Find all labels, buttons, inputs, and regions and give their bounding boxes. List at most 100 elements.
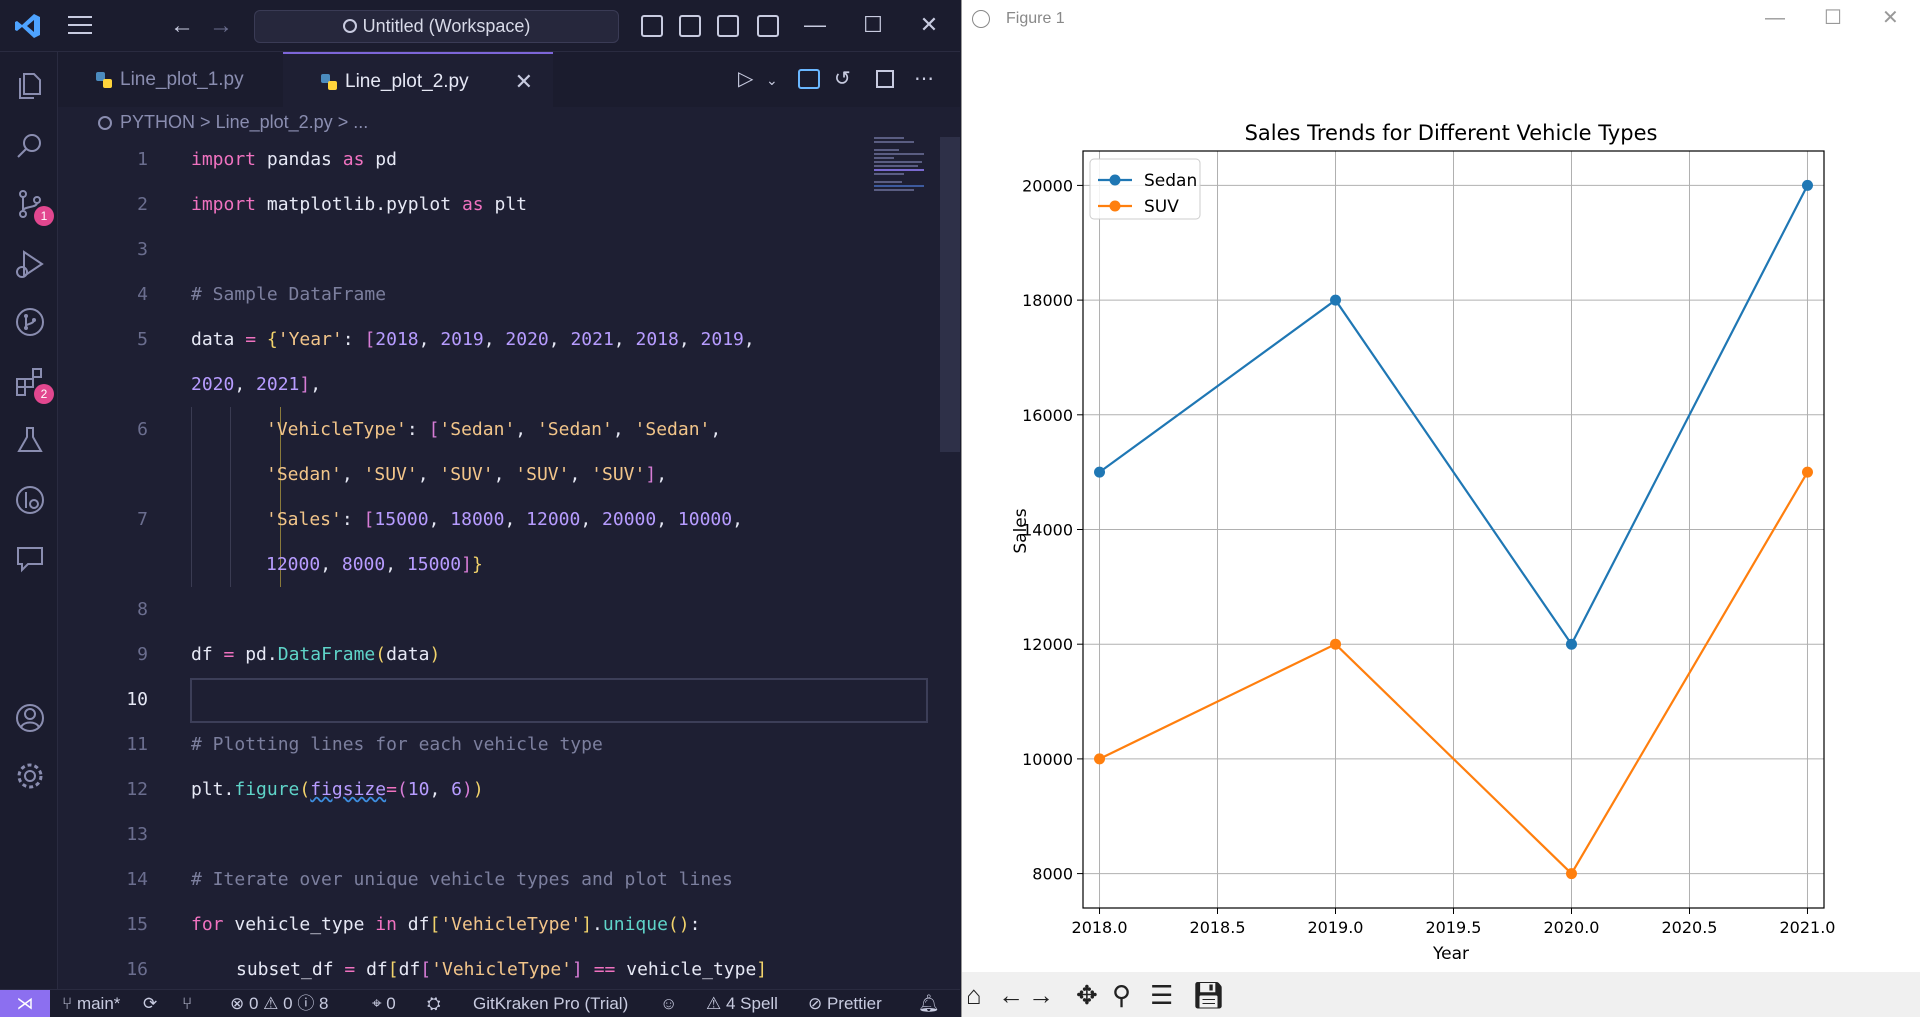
close-window-icon[interactable]: ✕ (919, 12, 939, 37)
code-line: 'Sedan', 'SUV', 'SUV', 'SUV', 'SUV'], (266, 464, 668, 485)
run-file-icon[interactable]: ▷ (738, 68, 754, 90)
toggle-panel-icon[interactable] (679, 15, 701, 37)
testing-flask-icon[interactable] (14, 424, 46, 456)
spell-status[interactable]: ⚠ 4 Spell (706, 994, 778, 1013)
run-dropdown-chevron-icon[interactable]: ⌄ (766, 72, 778, 88)
indent-guide (230, 407, 231, 587)
line-number: 4 (137, 284, 148, 305)
python-file-icon (96, 72, 112, 88)
back-icon[interactable]: ← (998, 980, 1024, 1010)
prettier-status[interactable]: ⊘ Prettier (808, 994, 882, 1013)
copilot-icon[interactable]: ☺ (660, 994, 678, 1013)
y-tick-label: 14000 (1022, 521, 1073, 540)
save-icon[interactable]: 💾︎ (1192, 980, 1226, 1010)
git-graph-status-icon[interactable]: ⑂ (182, 994, 193, 1013)
search-icon[interactable] (14, 130, 46, 162)
data-point-sedan (1094, 466, 1106, 478)
source-control-badge: 1 (34, 206, 54, 226)
search-icon (342, 19, 357, 33)
account-icon[interactable] (14, 702, 46, 734)
command-center-search[interactable]: Untitled (Workspace) (254, 10, 619, 43)
branch-status[interactable]: ⑂ main* (62, 994, 121, 1013)
git-graph-icon[interactable] (14, 306, 46, 338)
explorer-icon[interactable] (14, 70, 46, 102)
code-line: 6 'VehicleType': ['Sedan', 'Sedan', 'Seda… (58, 407, 938, 452)
breadcrumb-file[interactable]: Line_plot_2.py (215, 112, 333, 132)
zoom-icon[interactable]: ⚲ (1112, 980, 1132, 1010)
close-tab-icon[interactable]: ✕ (514, 69, 533, 94)
code-editor[interactable]: 1 import pandas as pd 2 import matplotlib.… (58, 137, 938, 989)
chat-icon[interactable] (14, 542, 46, 574)
y-tick-label: 16000 (1022, 406, 1073, 425)
code-line: 8 (58, 587, 938, 632)
run-debug-icon[interactable] (14, 248, 46, 280)
more-actions-icon[interactable]: ⋯ (914, 68, 934, 90)
editor-scrollbar[interactable] (940, 137, 960, 989)
customize-layout-icon[interactable] (757, 15, 779, 37)
line-number: 14 (126, 869, 148, 890)
gitkraken-status[interactable]: GitKraken Pro (Trial) (473, 994, 629, 1013)
extensions-badge: 2 (34, 384, 54, 404)
line-number: 3 (137, 239, 148, 260)
figure-maximize-icon[interactable]: ☐ (1824, 7, 1842, 29)
configure-subplots-icon[interactable]: ☰ (1150, 980, 1174, 1010)
data-point-suv (1094, 753, 1106, 765)
extensions-icon[interactable]: 2 (14, 366, 54, 404)
data-point-sedan (1330, 294, 1342, 306)
code-line: 2020, 2021], (191, 374, 322, 395)
line-number: 16 (126, 959, 148, 980)
sync-icon[interactable]: ⟳ (143, 994, 158, 1013)
launchpad-icon[interactable]: ⛭ (427, 994, 441, 1013)
breadcrumb-more[interactable]: ... (353, 112, 369, 132)
pan-icon[interactable]: ✥ (1076, 980, 1098, 1010)
spell-count: 4 Spell (725, 994, 778, 1013)
data-point-sedan (1565, 638, 1577, 650)
y-tick-label: 10000 (1022, 750, 1073, 769)
code-line: 15 for vehicle_type in df['VehicleType'].… (58, 902, 938, 947)
back-arrow-icon[interactable]: ← (170, 12, 194, 39)
vscode-window: ← → Untitled (Workspace) — ☐ ✕ 1 (0, 0, 960, 1017)
menu-icon[interactable] (68, 16, 92, 36)
tab-line-plot-2[interactable]: Line_plot_2.py ✕ (283, 52, 553, 107)
problems-status[interactable]: ⊗ 0 ⚠ 0 ⓘ 8 (230, 994, 329, 1013)
remote-indicator-icon[interactable]: ⋊ (0, 990, 50, 1017)
toggle-primary-sidebar-icon[interactable] (641, 15, 663, 37)
line-number: 2 (137, 194, 148, 215)
info-count: 8 (319, 994, 329, 1013)
data-point-suv (1330, 638, 1342, 650)
data-point-suv (1565, 868, 1577, 880)
home-icon[interactable]: ⌂ (966, 980, 982, 1010)
gitlens-icon[interactable] (14, 484, 46, 516)
code-line: 12000, 8000, 15000]} (266, 554, 483, 575)
notifications-bell-icon[interactable]: 🔔︎ (918, 994, 940, 1013)
line-number: 1 (137, 149, 148, 170)
minimize-icon[interactable]: — (804, 12, 826, 37)
settings-gear-icon[interactable] (14, 760, 46, 792)
breadcrumb-folder[interactable]: PYTHON (120, 112, 196, 132)
code-line: 10 (58, 677, 938, 722)
source-control-icon[interactable]: 1 (14, 188, 54, 226)
figure-close-icon[interactable]: ✕ (1882, 7, 1899, 29)
run-in-interactive-icon[interactable] (798, 69, 820, 89)
figure-minimize-icon[interactable]: — (1765, 7, 1785, 29)
title-bar: ← → Untitled (Workspace) — ☐ ✕ (0, 0, 960, 52)
code-line: 5 data = {'Year': [2018, 2019, 2020, 2021… (58, 317, 938, 362)
toggle-secondary-sidebar-icon[interactable] (717, 15, 739, 37)
ports-status[interactable]: ⌖ 0 (372, 994, 396, 1013)
matplotlib-logo-icon (972, 10, 990, 28)
tab-line-plot-1[interactable]: Line_plot_1.py (58, 52, 283, 107)
split-editor-icon[interactable] (876, 70, 894, 88)
y-tick-label: 8000 (1032, 865, 1073, 884)
forward-icon[interactable]: → (1028, 980, 1054, 1010)
forward-arrow-icon[interactable]: → (209, 12, 233, 39)
x-tick-label: 2020.5 (1661, 918, 1717, 937)
y-axis-label: Sales (1011, 508, 1031, 553)
maximize-icon[interactable]: ☐ (863, 12, 883, 37)
minimap[interactable] (874, 137, 940, 217)
x-tick-label: 2019.5 (1426, 918, 1482, 937)
plot-canvas[interactable]: Sales Trends for Different Vehicle Types… (962, 38, 1920, 972)
scroll-thumb[interactable] (940, 137, 960, 452)
code-line: 4 # Sample DataFrame (58, 272, 938, 317)
line-number: 7 (137, 509, 148, 530)
timeline-history-icon[interactable]: ↺ (834, 68, 851, 90)
